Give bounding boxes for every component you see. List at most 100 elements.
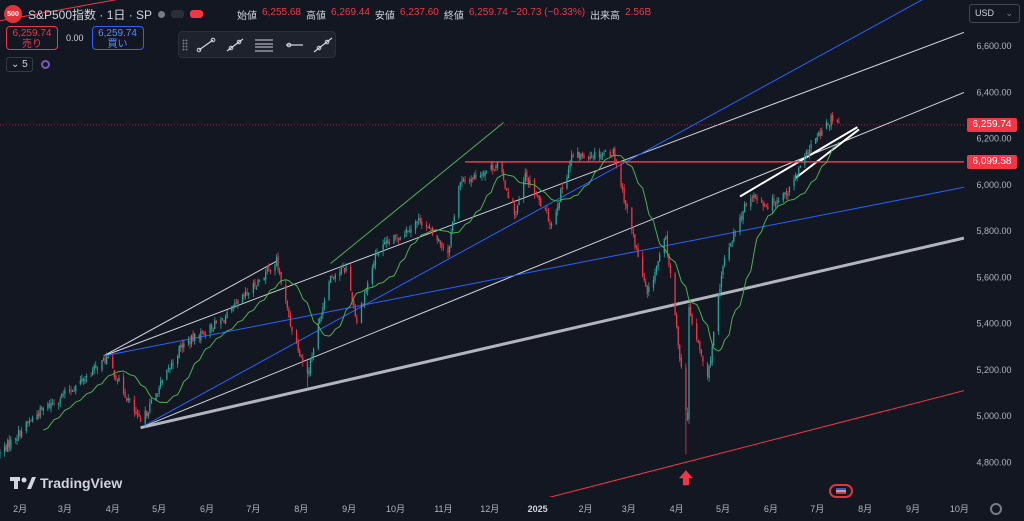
flag-icon[interactable] <box>829 484 853 498</box>
candle-body <box>376 252 378 254</box>
candle-body <box>702 356 704 362</box>
candle-body <box>353 300 355 307</box>
indicator-toggle[interactable]: ⌄ 5 <box>6 57 33 72</box>
candle-body <box>377 251 380 255</box>
candle-body <box>722 266 724 275</box>
candle-body <box>459 182 462 187</box>
candle-body <box>342 266 344 268</box>
y-axis-tick-label: 5,200.00 <box>976 365 1011 375</box>
candle-body <box>237 301 239 304</box>
candle-body <box>626 204 628 209</box>
candle-body <box>663 238 665 253</box>
candle-body <box>615 162 618 166</box>
candle-body <box>632 231 635 234</box>
candle-body <box>5 444 7 451</box>
candle-body <box>717 296 720 332</box>
currency-selector[interactable]: USD ⌄ <box>969 4 1020 23</box>
candle-body <box>169 368 171 370</box>
candle-body <box>771 197 774 211</box>
candle-body <box>492 165 494 170</box>
candle-body <box>221 318 224 320</box>
candle-body <box>709 360 712 365</box>
buy-button[interactable]: 6,259.74 買い <box>91 26 144 50</box>
y-axis-tick-label: 5,600.00 <box>976 272 1011 282</box>
candle-body <box>255 287 258 289</box>
candle-body <box>394 235 397 237</box>
candle-body <box>637 248 639 258</box>
candle-body <box>587 157 590 160</box>
plot-area[interactable] <box>0 0 964 504</box>
candle-body <box>178 346 180 358</box>
ray-tool[interactable] <box>223 35 246 55</box>
candle-body <box>354 307 356 317</box>
candle-body <box>760 199 763 203</box>
candle-body <box>794 175 797 179</box>
candle-body <box>448 246 451 253</box>
alert-icon[interactable] <box>190 10 204 18</box>
trendline-10 <box>795 128 860 179</box>
candle-body <box>407 230 409 233</box>
symbol-title[interactable]: S&P500指数 · 1日 · SP <box>28 7 153 22</box>
ohlc-high-value: 6,269.44 <box>330 6 370 18</box>
candle-body <box>408 230 411 232</box>
sell-button[interactable]: 6,259.74 売り <box>6 26 58 50</box>
tradingview-logo[interactable]: TradingView <box>10 475 122 491</box>
candle-body <box>42 408 44 411</box>
candle-body <box>373 263 375 268</box>
candle-body <box>300 355 302 358</box>
candle-body <box>482 172 485 176</box>
candle-body <box>816 137 818 140</box>
x-axis-tick-label: 8月 <box>294 504 308 514</box>
drag-handle-icon[interactable] <box>182 38 188 51</box>
visibility-icon[interactable] <box>171 10 185 18</box>
candle-body <box>3 446 6 453</box>
currency-label: USD <box>975 8 995 18</box>
candle-body <box>645 282 647 287</box>
candle-body <box>136 413 139 415</box>
indicator-visibility-icon[interactable] <box>40 60 50 69</box>
candle-body <box>371 267 373 284</box>
trendline-2 <box>140 92 964 429</box>
x-axis-tick-label: 5月 <box>716 504 730 514</box>
candle-body <box>838 121 840 123</box>
candle-body <box>16 438 18 442</box>
candle-body <box>41 406 43 410</box>
fib-tool[interactable] <box>253 35 276 55</box>
candle-body <box>161 380 163 383</box>
candle-body <box>306 362 309 373</box>
candle-body <box>774 203 777 205</box>
candle-body <box>62 394 64 396</box>
candle-body <box>767 206 769 210</box>
candle-body <box>73 390 75 392</box>
candle-body <box>135 411 137 414</box>
candle-body <box>484 171 486 177</box>
candle-body <box>210 324 213 330</box>
candle-body <box>101 360 103 371</box>
horizontal-ray-tool[interactable] <box>282 35 305 55</box>
candle-body <box>351 292 353 302</box>
symbol-logo[interactable]: 500 <box>4 5 22 23</box>
candle-body <box>515 214 517 216</box>
candle-body <box>53 403 55 405</box>
candle-body <box>561 187 563 189</box>
x-axis-tick-label: 6月 <box>764 504 778 514</box>
sell-label: 売り <box>22 39 42 50</box>
extended-line-tool[interactable] <box>312 35 335 55</box>
candle-body <box>387 239 389 244</box>
candle-body <box>374 254 377 266</box>
candle-body <box>804 154 806 165</box>
candle-body <box>659 254 661 262</box>
arrow-up-marker <box>678 470 693 486</box>
candle-body <box>166 369 168 380</box>
x-axis-tick-label: 11月 <box>434 504 452 514</box>
candle-body <box>807 151 809 156</box>
gear-icon[interactable] <box>990 503 1002 515</box>
candle-body <box>118 377 120 382</box>
trend-line-tool[interactable] <box>194 35 217 55</box>
candle-body <box>700 349 703 356</box>
candle-body <box>697 340 699 343</box>
drawing-toolbar <box>178 31 336 58</box>
candle-body <box>425 224 428 227</box>
